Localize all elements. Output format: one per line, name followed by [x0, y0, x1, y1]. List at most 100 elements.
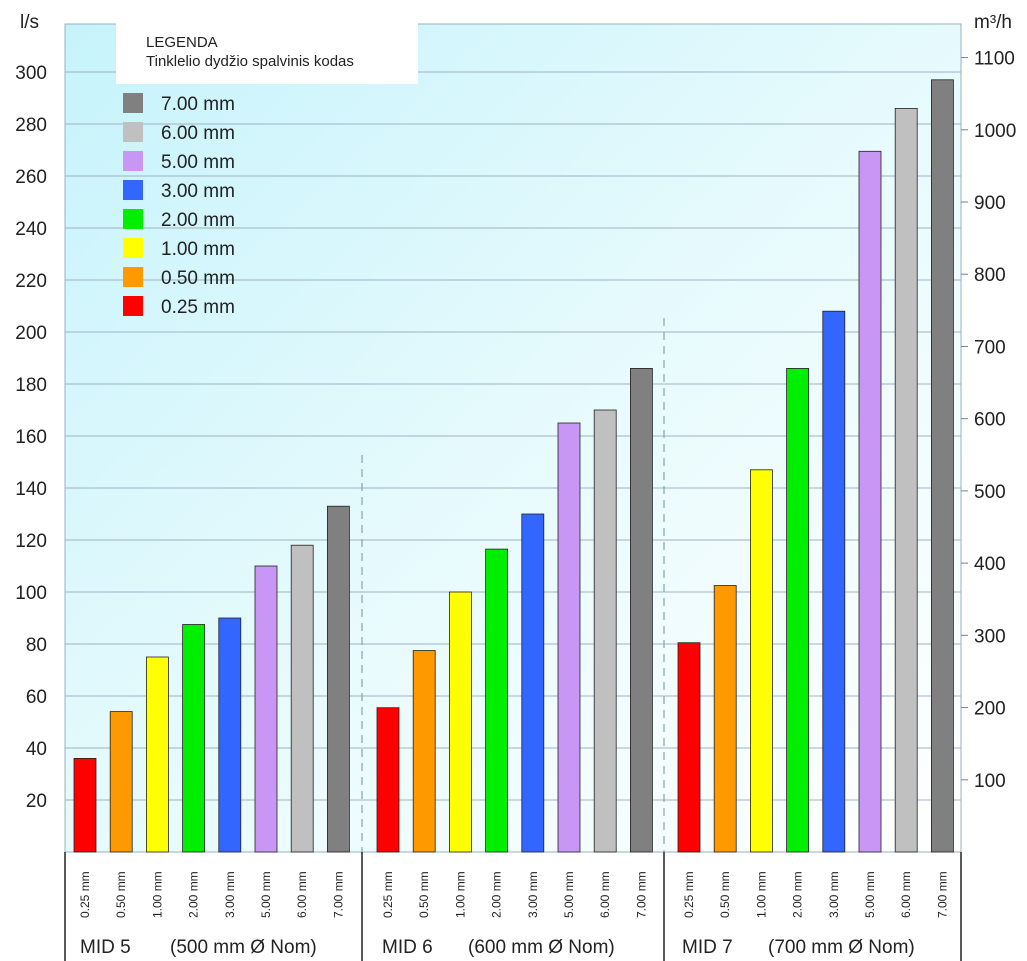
bar [254, 565, 278, 853]
bar [931, 79, 954, 853]
category-label: 2.00 mm [490, 871, 504, 918]
right-tick-label: 1000 [974, 121, 1016, 142]
group-name: MID 6 [382, 937, 433, 958]
group-size-label: (500 mm Ø Nom) [170, 937, 317, 958]
category-label: 6.00 mm [598, 871, 612, 918]
left-tick-label: 20 [26, 791, 47, 812]
category-label: 6.00 mm [295, 871, 309, 918]
bar [822, 310, 846, 853]
group-size-label: (600 mm Ø Nom) [468, 937, 615, 958]
left-tick-label: 300 [15, 63, 47, 84]
bar [593, 409, 617, 853]
left-tick-label: 200 [15, 323, 47, 344]
bar [750, 469, 773, 853]
bar [630, 367, 653, 853]
category-labels: 0.25 mm 0.50 mm 1.00 mm 2.00 mm 3.00 mm 5.00 … [64, 852, 962, 961]
category-label: 5.00 mm [259, 871, 273, 918]
bar [218, 617, 242, 853]
left-tick-label: 260 [15, 167, 47, 188]
right-tick-label: 900 [974, 193, 1006, 214]
category-label: 1.00 mm [754, 871, 768, 918]
left-tick-label: 80 [26, 635, 47, 656]
legend-swatch [123, 209, 143, 229]
group-name: MID 7 [682, 937, 733, 958]
legend-swatch [123, 180, 143, 200]
legend: LEGENDA Tinklelio dydžio spalvinis kodas… [116, 20, 418, 318]
bar [290, 544, 314, 853]
grid-lines [65, 71, 961, 801]
legend-label: 2.00 mm [161, 210, 235, 231]
group-labels: MID 5 (500 mm Ø Nom) MID 6 (600 mm Ø Nom) MI… [80, 937, 915, 958]
category-label: 7.00 mm [331, 871, 345, 918]
category-label: 0.25 mm [381, 871, 395, 918]
bar [485, 548, 509, 853]
group-dividers [361, 318, 665, 852]
legend-swatch [123, 151, 143, 171]
category-label: 2.00 mm [791, 871, 805, 918]
plot-background [64, 23, 962, 853]
group-size-label: (700 mm Ø Nom) [768, 937, 915, 958]
bars [73, 79, 954, 853]
category-label: 5.00 mm [863, 871, 877, 918]
category-label: 6.00 mm [899, 871, 913, 918]
category-label: 5.00 mm [562, 871, 576, 918]
bar [73, 758, 97, 853]
legend-swatch [123, 122, 143, 142]
category-label: 1.00 mm [453, 871, 467, 918]
right-tick-label: 600 [974, 410, 1006, 431]
left-tick-label: 60 [26, 687, 47, 708]
bar [326, 505, 350, 853]
category-label: 0.25 mm [78, 871, 92, 918]
legend-items: 7.00 mm 6.00 mm 5.00 mm 3.00 mm 2.00 mm 1.00 … [123, 93, 235, 318]
right-tick-label: 1100 [974, 49, 1015, 70]
bar [145, 656, 169, 853]
left-tick-label: 120 [15, 531, 47, 552]
right-tick-label: 300 [974, 626, 1006, 647]
category-label: 0.50 mm [114, 871, 128, 918]
bar [376, 707, 400, 853]
left-tick-label: 220 [15, 271, 47, 292]
right-axis-unit: m³/h [974, 12, 1012, 33]
legend-subtitle: Tinklelio dydžio spalvinis kodas [146, 53, 354, 70]
legend-swatch [123, 296, 143, 316]
legend-label: 6.00 mm [161, 123, 235, 144]
category-label: 7.00 mm [935, 871, 949, 918]
right-tick-label: 100 [974, 771, 1006, 792]
legend-swatch [123, 93, 143, 113]
legend-label: 7.00 mm [161, 94, 235, 115]
left-tick-label: 100 [15, 583, 47, 604]
category-label: 3.00 mm [223, 871, 237, 918]
category-label: 2.00 mm [187, 871, 201, 918]
left-tick-label: 280 [15, 115, 47, 136]
bar [858, 150, 882, 853]
left-axis-unit: l/s [20, 12, 39, 33]
category-label: 1.00 mm [150, 871, 164, 918]
category-label: 0.50 mm [417, 871, 431, 918]
category-label: 3.00 mm [827, 871, 841, 918]
left-tick-label: 40 [26, 739, 47, 760]
left-tick-label: 180 [15, 375, 47, 396]
right-tick-label: 700 [974, 337, 1006, 358]
bar [182, 624, 206, 853]
right-axis: 100 200 300 400 500 600 700 800 900 1000 1100 [961, 49, 1016, 792]
legend-label: 0.50 mm [161, 268, 235, 289]
bar [786, 367, 809, 853]
bar [677, 642, 701, 853]
left-tick-label: 160 [15, 427, 47, 448]
left-tick-label: 140 [15, 479, 47, 500]
category-label: 7.00 mm [634, 871, 648, 918]
bar [109, 711, 133, 853]
right-tick-label: 200 [974, 699, 1006, 720]
right-tick-label: 400 [974, 554, 1006, 575]
legend-label: 5.00 mm [161, 152, 235, 173]
category-label: 3.00 mm [526, 871, 540, 918]
legend-swatch [123, 238, 143, 258]
legend-title: LEGENDA [146, 34, 218, 51]
right-tick-label: 800 [974, 265, 1006, 286]
category-label: 0.25 mm [682, 871, 696, 918]
bar [521, 513, 545, 853]
legend-swatch [123, 267, 143, 287]
left-tick-label: 240 [15, 219, 47, 240]
bar [412, 650, 436, 853]
